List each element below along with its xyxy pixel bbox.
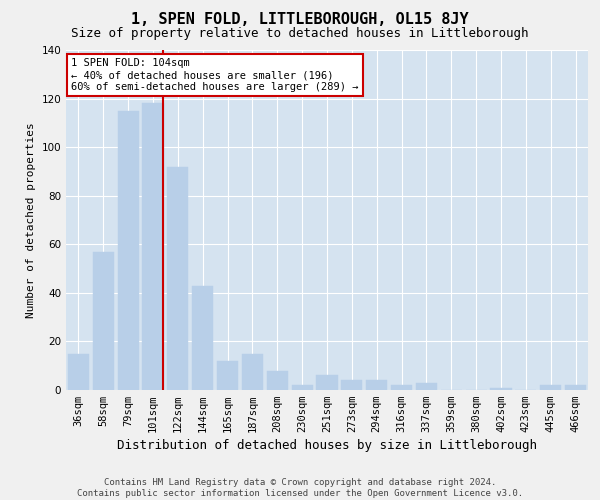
Bar [316,376,338,390]
X-axis label: Distribution of detached houses by size in Littleborough: Distribution of detached houses by size … [117,440,537,452]
Bar [490,388,512,390]
Bar [391,385,412,390]
Bar [167,166,188,390]
Bar [416,382,437,390]
Text: 1, SPEN FOLD, LITTLEBOROUGH, OL15 8JY: 1, SPEN FOLD, LITTLEBOROUGH, OL15 8JY [131,12,469,28]
Bar [341,380,362,390]
Y-axis label: Number of detached properties: Number of detached properties [26,122,36,318]
Bar [242,354,263,390]
Text: Contains HM Land Registry data © Crown copyright and database right 2024.
Contai: Contains HM Land Registry data © Crown c… [77,478,523,498]
Bar [142,104,164,390]
Bar [292,385,313,390]
Bar [192,286,213,390]
Bar [68,354,89,390]
Text: 1 SPEN FOLD: 104sqm
← 40% of detached houses are smaller (196)
60% of semi-detac: 1 SPEN FOLD: 104sqm ← 40% of detached ho… [71,58,359,92]
Bar [540,385,561,390]
Bar [93,252,114,390]
Bar [217,361,238,390]
Bar [565,385,586,390]
Bar [118,110,139,390]
Bar [366,380,387,390]
Text: Size of property relative to detached houses in Littleborough: Size of property relative to detached ho… [71,28,529,40]
Bar [267,370,288,390]
